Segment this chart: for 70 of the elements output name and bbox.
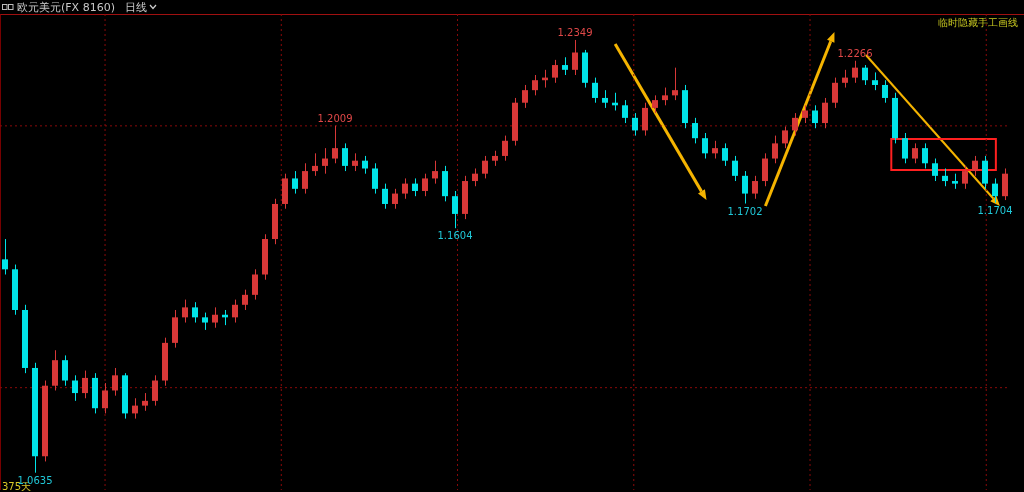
candlestick [772,135,778,164]
chart-subtitle: 日线 [124,0,147,15]
candlestick [722,142,728,167]
candlestick [232,299,238,324]
candlestick [252,268,258,301]
candlestick [852,60,858,84]
candlestick [102,382,108,414]
annotation: 1.1704 [977,204,1013,216]
candlestick [212,306,218,329]
candlestick [592,77,598,104]
candlestick [762,152,768,187]
candlestick [622,99,628,124]
candlestick [732,155,738,182]
annotation: 1.1604 [437,230,473,242]
candlestick [962,165,968,190]
candlestick [82,370,88,399]
candlestick [342,142,348,172]
candlestick [752,175,758,200]
candlestick [882,79,888,104]
annotation: 1.2009 [317,112,353,124]
annotation: 1.1702 [727,205,763,217]
candlestick [422,173,428,197]
candlestick [482,155,488,179]
candlestick [832,77,838,109]
candlestick [552,59,558,84]
candlestick [452,190,458,229]
candlestick [432,160,438,185]
candlestick [242,289,248,311]
candlestick [332,125,338,164]
candlestick [902,132,908,164]
candlestick [912,142,918,164]
candlestick [292,170,298,195]
candlestick [302,162,308,195]
candlestick [402,177,408,200]
candlestick [642,102,648,137]
candlestick [672,67,678,101]
candlestick [1002,167,1008,201]
candlestick [312,152,318,177]
candlestick [62,354,68,387]
candlestick [792,112,798,137]
candlestick [702,132,708,160]
candlestick [192,301,198,324]
candlestick [382,183,388,210]
chart-title: 欧元美元(FX 8160) [17,0,115,15]
annotation: 1.2266 [837,47,873,59]
candlestick [152,374,158,407]
candlestick [72,374,78,402]
candlestick [182,299,188,324]
candlestick [372,162,378,195]
candlestick [932,158,938,182]
candlestick [502,135,508,162]
candlestick [822,97,828,129]
candlestick [782,126,788,149]
candlestick [392,188,398,210]
candlestick [742,170,748,205]
annotation: 1.2349 [557,26,593,38]
candlestick [322,147,328,175]
candlestick [522,84,528,109]
candlestick [112,367,118,397]
text: 临时隐藏手工画线 [938,16,1018,30]
candlestick [812,104,818,129]
candlestick [982,155,988,190]
candlestick [922,142,928,169]
candlestick [572,39,578,76]
candlestick [972,155,978,177]
candlestick [632,112,638,137]
candlestick [862,64,868,86]
candlestick [692,117,698,144]
candlestick [2,238,8,275]
candlestick [532,74,538,96]
